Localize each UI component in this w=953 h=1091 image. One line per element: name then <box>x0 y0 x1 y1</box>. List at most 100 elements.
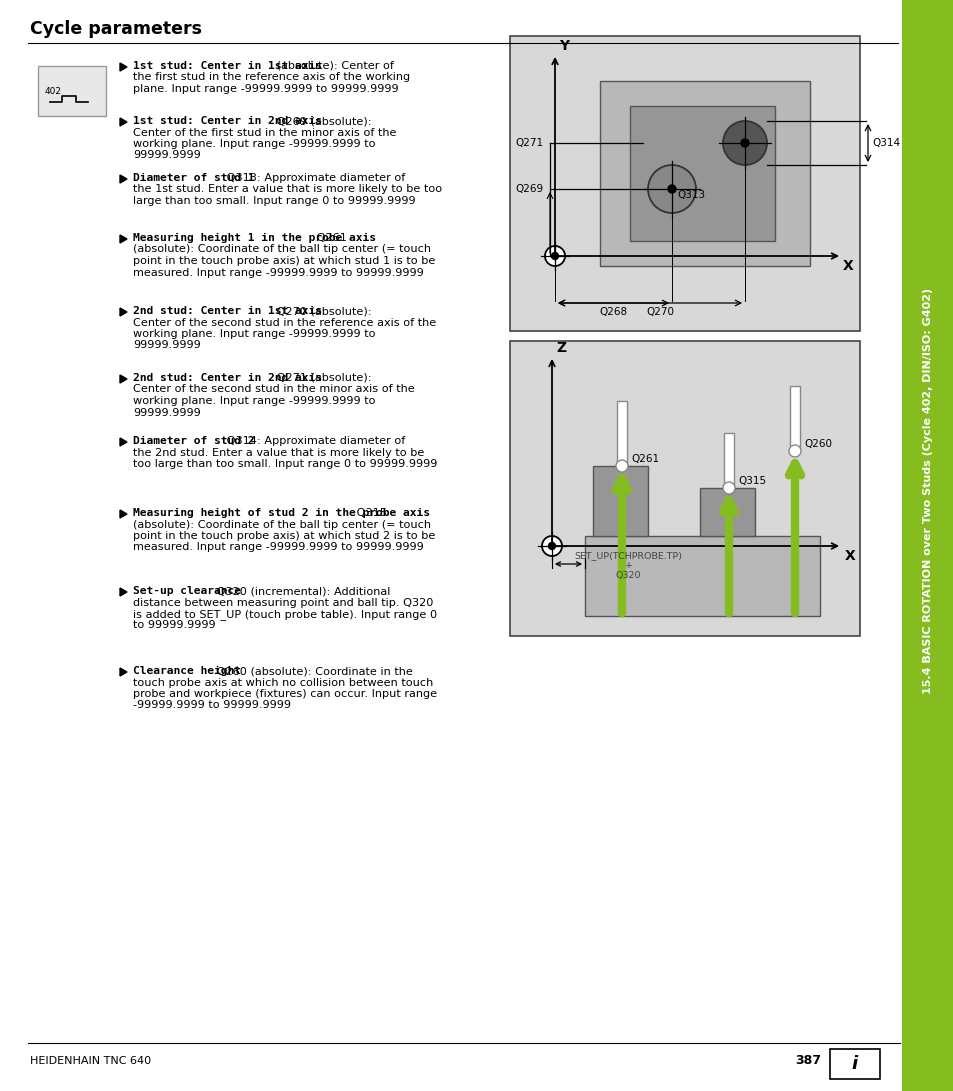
Text: Measuring height 1 in the probe axis: Measuring height 1 in the probe axis <box>132 233 375 243</box>
Circle shape <box>544 245 564 266</box>
Text: Clearance height: Clearance height <box>132 666 241 676</box>
Text: Q313: Q313 <box>677 190 704 200</box>
Text: (absolute): Center of: (absolute): Center of <box>273 61 394 71</box>
Text: Q315: Q315 <box>738 476 765 485</box>
Text: Q270: Q270 <box>645 307 673 317</box>
Text: 1st stud: Center in 1st axis: 1st stud: Center in 1st axis <box>132 61 322 71</box>
Text: Q270 (absolute):: Q270 (absolute): <box>273 305 372 316</box>
Circle shape <box>551 252 558 260</box>
Text: probe and workpiece (fixtures) can occur. Input range: probe and workpiece (fixtures) can occur… <box>132 690 436 699</box>
Bar <box>829 1050 879 1079</box>
Text: HEIDENHAIN TNC 640: HEIDENHAIN TNC 640 <box>30 1056 151 1066</box>
Text: X: X <box>841 259 853 273</box>
Text: Q320: Q320 <box>615 571 640 580</box>
Text: 2nd stud: Center in 1st axis: 2nd stud: Center in 1st axis <box>132 305 322 316</box>
Text: Diameter of stud 1: Diameter of stud 1 <box>132 173 254 183</box>
Bar <box>901 0 953 1091</box>
Text: Q261: Q261 <box>630 454 659 464</box>
Polygon shape <box>120 588 127 596</box>
Text: to 99999.9999: to 99999.9999 <box>132 621 215 631</box>
Circle shape <box>647 165 696 213</box>
Circle shape <box>667 185 676 193</box>
Text: Q314: Q314 <box>871 137 900 148</box>
Text: working plane. Input range -99999.9999 to: working plane. Input range -99999.9999 t… <box>132 329 375 339</box>
Text: working plane. Input range -99999.9999 to: working plane. Input range -99999.9999 t… <box>132 396 375 406</box>
Bar <box>38 65 106 116</box>
Text: measured. Input range -99999.9999 to 99999.9999: measured. Input range -99999.9999 to 999… <box>132 542 423 552</box>
Polygon shape <box>120 63 127 71</box>
Text: Z: Z <box>556 341 565 355</box>
Text: Q269 (absolute):: Q269 (absolute): <box>273 116 372 125</box>
Text: Q271 (absolute):: Q271 (absolute): <box>273 373 372 383</box>
Text: large than too small. Input range 0 to 99999.9999: large than too small. Input range 0 to 9… <box>132 196 416 206</box>
Text: (absolute): Coordinate of the ball tip center (= touch: (absolute): Coordinate of the ball tip c… <box>132 244 431 254</box>
Text: 99999.9999: 99999.9999 <box>132 151 200 160</box>
Text: Q260 (absolute): Coordinate in the: Q260 (absolute): Coordinate in the <box>213 666 413 676</box>
Circle shape <box>616 460 627 472</box>
Circle shape <box>541 536 561 556</box>
Text: Q260: Q260 <box>803 439 831 449</box>
Text: the first stud in the reference axis of the working: the first stud in the reference axis of … <box>132 72 410 83</box>
Text: Q269: Q269 <box>515 184 542 194</box>
Polygon shape <box>120 668 127 676</box>
Text: Center of the first stud in the minor axis of the: Center of the first stud in the minor ax… <box>132 128 396 137</box>
Text: is added to SET_UP (touch probe table). Input range 0: is added to SET_UP (touch probe table). … <box>132 609 436 620</box>
Text: too large than too small. Input range 0 to 99999.9999: too large than too small. Input range 0 … <box>132 459 436 469</box>
Text: Q315: Q315 <box>353 508 387 518</box>
Circle shape <box>722 482 734 494</box>
Text: Q320 (incremental): Additional: Q320 (incremental): Additional <box>213 586 390 596</box>
Text: Q314: Approximate diameter of: Q314: Approximate diameter of <box>223 436 405 446</box>
Text: Q268: Q268 <box>598 307 627 317</box>
Text: 99999.9999: 99999.9999 <box>132 340 200 350</box>
Bar <box>723 433 733 488</box>
Text: 387: 387 <box>794 1055 821 1067</box>
Circle shape <box>788 445 801 457</box>
Polygon shape <box>120 175 127 183</box>
Text: Set-up clearance: Set-up clearance <box>132 586 241 596</box>
Text: touch probe axis at which no collision between touch: touch probe axis at which no collision b… <box>132 678 433 687</box>
Bar <box>789 386 800 451</box>
Text: Cycle parameters: Cycle parameters <box>30 20 202 38</box>
Polygon shape <box>120 235 127 243</box>
Text: Q313: Approximate diameter of: Q313: Approximate diameter of <box>223 173 405 183</box>
Circle shape <box>722 121 766 165</box>
Polygon shape <box>120 118 127 125</box>
Text: Center of the second stud in the reference axis of the: Center of the second stud in the referen… <box>132 317 436 327</box>
Text: 15.4 BASIC ROTATION over Two Studs (Cycle 402, DIN/ISO: G402): 15.4 BASIC ROTATION over Two Studs (Cycl… <box>923 288 932 694</box>
Circle shape <box>740 139 748 147</box>
Text: 99999.9999: 99999.9999 <box>132 408 200 418</box>
Text: the 2nd stud. Enter a value that is more likely to be: the 2nd stud. Enter a value that is more… <box>132 447 424 457</box>
Bar <box>593 466 647 536</box>
Polygon shape <box>120 437 127 446</box>
Polygon shape <box>120 375 127 383</box>
Text: Diameter of stud 2: Diameter of stud 2 <box>132 436 254 446</box>
Text: Center of the second stud in the minor axis of the: Center of the second stud in the minor a… <box>132 384 415 395</box>
Bar <box>584 536 820 616</box>
Text: Y: Y <box>558 39 569 53</box>
Text: -99999.9999 to 99999.9999: -99999.9999 to 99999.9999 <box>132 700 291 710</box>
Text: +: + <box>624 561 632 570</box>
Text: Q271: Q271 <box>515 137 542 148</box>
Bar <box>629 106 774 241</box>
Circle shape <box>548 542 555 550</box>
Text: 1st stud: Center in 2nd axis: 1st stud: Center in 2nd axis <box>132 116 322 125</box>
Bar <box>700 488 754 536</box>
Text: i: i <box>851 1055 857 1074</box>
Bar <box>510 341 859 636</box>
Bar <box>510 36 859 331</box>
Text: point in the touch probe axis) at which stud 1 is to be: point in the touch probe axis) at which … <box>132 256 435 266</box>
Bar <box>599 81 809 266</box>
Polygon shape <box>120 509 127 518</box>
Text: point in the touch probe axis) at which stud 2 is to be: point in the touch probe axis) at which … <box>132 531 435 541</box>
Text: Q261: Q261 <box>313 233 347 243</box>
Text: distance between measuring point and ball tip. Q320: distance between measuring point and bal… <box>132 598 433 608</box>
Text: the 1st stud. Enter a value that is more likely to be too: the 1st stud. Enter a value that is more… <box>132 184 441 194</box>
Text: measured. Input range -99999.9999 to 99999.9999: measured. Input range -99999.9999 to 999… <box>132 267 423 277</box>
Text: X: X <box>843 549 855 563</box>
Text: 2nd stud: Center in 2nd axis: 2nd stud: Center in 2nd axis <box>132 373 322 383</box>
Text: working plane. Input range -99999.9999 to: working plane. Input range -99999.9999 t… <box>132 139 375 149</box>
Text: SET_UP(TCHPROBE.TP): SET_UP(TCHPROBE.TP) <box>574 551 681 560</box>
Text: plane. Input range -99999.9999 to 99999.9999: plane. Input range -99999.9999 to 99999.… <box>132 84 398 94</box>
Polygon shape <box>120 308 127 316</box>
Text: (absolute): Coordinate of the ball tip center (= touch: (absolute): Coordinate of the ball tip c… <box>132 519 431 529</box>
